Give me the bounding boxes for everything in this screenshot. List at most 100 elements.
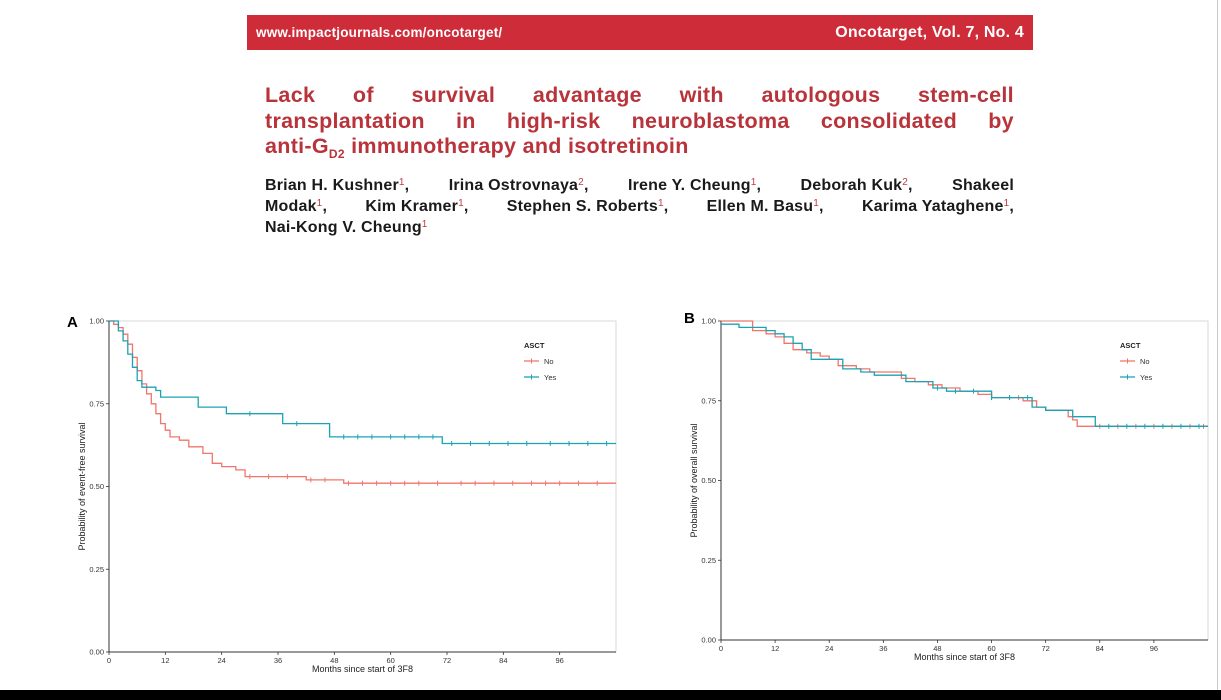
author: Karima Yataghene1, xyxy=(862,196,1014,217)
author: Stephen S. Roberts1, xyxy=(507,196,669,217)
author-name: Nai-Kong V. Cheung xyxy=(265,219,422,236)
bottom-bar xyxy=(0,690,1221,700)
title-word: consolidated xyxy=(820,108,958,133)
journal-citation: Oncotarget, Vol. 7, No. 4 xyxy=(835,23,1024,41)
author-row-1: Brian H. Kushner1, Irina Ostrovnaya2, Iren… xyxy=(265,175,1014,196)
x-axis-title: Months since start of 3F8 xyxy=(914,652,1015,662)
legend-label-yes: Yes xyxy=(544,373,556,382)
y-axis-title: Probability of overall survival xyxy=(689,423,699,537)
author: Kim Kramer1, xyxy=(365,196,468,217)
legend-label-no: No xyxy=(1140,357,1150,366)
journal-banner: www.impactjournals.com/oncotarget/ Oncot… xyxy=(247,15,1033,50)
author: Irina Ostrovnaya2, xyxy=(449,175,589,196)
author-name: Ellen M. Basu xyxy=(706,198,814,215)
title-subscript: D2 xyxy=(328,147,345,161)
x-tick-label: 48 xyxy=(330,656,338,665)
author: Shakeel xyxy=(952,175,1014,196)
title-word: by xyxy=(988,108,1014,133)
title-line-3-pre: anti-G xyxy=(265,134,329,158)
author-separator: , xyxy=(583,177,589,194)
title-line-2: transplantation in high-risk neuroblastoma c… xyxy=(265,109,1014,135)
author-name: Irene Y. Cheung xyxy=(627,177,751,194)
author-affiliation: 1 xyxy=(316,198,323,209)
author-name: Stephen S. Roberts xyxy=(506,198,658,215)
y-tick-label: 0.25 xyxy=(701,556,716,565)
y-tick-label: 0.00 xyxy=(701,636,716,645)
page-edge-line xyxy=(1217,0,1218,690)
author-affiliation: 1 xyxy=(458,198,464,209)
title-word: Lack xyxy=(265,83,316,107)
author-row-3: Nai-Kong V. Cheung1 xyxy=(265,217,1014,238)
y-tick-label: 0.00 xyxy=(89,648,104,657)
km-curve-yes xyxy=(109,320,616,445)
author-name: Kim Kramer xyxy=(365,198,459,215)
author-affiliation: 1 xyxy=(657,198,664,209)
y-tick-label: 0.75 xyxy=(701,396,716,405)
legend-label-no: No xyxy=(544,357,554,366)
paper-title: Lack of survival advantage with autologous ste… xyxy=(265,83,1014,160)
title-word: with xyxy=(679,83,724,107)
author: Brian H. Kushner1, xyxy=(265,175,409,196)
author-separator: , xyxy=(663,198,669,215)
author-affiliation: 1 xyxy=(398,177,405,188)
title-word: transplantation xyxy=(265,108,425,133)
x-tick-label: 12 xyxy=(771,644,779,653)
x-tick-label: 84 xyxy=(499,656,507,665)
y-tick-label: 0.75 xyxy=(89,399,104,408)
legend-title: ASCT xyxy=(1120,341,1141,350)
title-line-1: Lack of survival advantage with autologous ste… xyxy=(265,83,1014,109)
y-axis-title: Probability of event-free survival xyxy=(77,422,87,550)
x-tick-label: 24 xyxy=(825,644,833,653)
km-curve-yes xyxy=(721,323,1208,427)
author-name: Irina Ostrovnaya xyxy=(448,177,579,194)
author-list: Brian H. Kushner1, Irina Ostrovnaya2, Iren… xyxy=(265,175,1014,238)
author: Nai-Kong V. Cheung1 xyxy=(265,219,428,236)
author: Deborah Kuk2, xyxy=(801,175,913,196)
y-tick-label: 0.50 xyxy=(701,476,716,485)
x-tick-label: 36 xyxy=(879,644,887,653)
title-word: autologous xyxy=(761,83,881,107)
panel-label-b: B xyxy=(684,310,695,327)
author-name: Karima Yataghene xyxy=(861,198,1004,215)
title-word: in xyxy=(456,108,476,133)
title-word: of xyxy=(352,83,374,107)
x-tick-label: 48 xyxy=(933,644,941,653)
author-separator: , xyxy=(404,177,410,194)
x-tick-label: 0 xyxy=(107,656,111,665)
km-curve-no xyxy=(721,320,1208,427)
author-separator: , xyxy=(756,177,762,194)
x-tick-label: 60 xyxy=(386,656,394,665)
author-separator: , xyxy=(819,198,824,215)
title-word: neuroblastoma xyxy=(631,108,790,133)
y-tick-label: 0.25 xyxy=(89,565,104,574)
legend-label-yes: Yes xyxy=(1140,373,1152,382)
x-tick-label: 96 xyxy=(555,656,563,665)
legend-title: ASCT xyxy=(524,341,545,350)
author-affiliation: 2 xyxy=(902,177,909,188)
x-tick-label: 84 xyxy=(1096,644,1104,653)
author-separator: , xyxy=(908,177,913,194)
x-tick-label: 72 xyxy=(1041,644,1049,653)
title-line-3: anti-GD2 immunotherapy and isotretinoin xyxy=(265,134,1014,160)
author-separator: , xyxy=(1009,198,1014,215)
y-tick-label: 1.00 xyxy=(701,317,716,326)
author-separator: , xyxy=(322,198,328,215)
title-word: stem-cell xyxy=(918,83,1014,107)
x-tick-label: 12 xyxy=(161,656,169,665)
title-word: high-risk xyxy=(506,108,601,133)
author: Modak1, xyxy=(265,196,327,217)
plot-panel-border xyxy=(720,320,1209,641)
title-word: advantage xyxy=(532,83,642,107)
author-name: Shakeel xyxy=(952,177,1014,194)
journal-url[interactable]: www.impactjournals.com/oncotarget/ xyxy=(256,25,503,40)
author: Irene Y. Cheung1, xyxy=(628,175,761,196)
title-line-3-post: immunotherapy and isotretinoin xyxy=(344,134,689,158)
y-tick-label: 1.00 xyxy=(89,317,104,326)
x-tick-label: 96 xyxy=(1150,644,1158,653)
author-affiliation: 1 xyxy=(1003,198,1010,209)
title-word: survival xyxy=(411,83,496,107)
panel-label-a: A xyxy=(67,314,78,331)
author-name: Deborah Kuk xyxy=(800,177,903,194)
y-tick-label: 0.50 xyxy=(89,482,104,491)
